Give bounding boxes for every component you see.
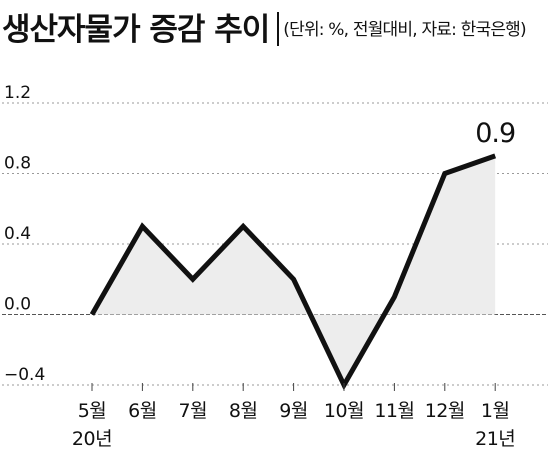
series-line-layer xyxy=(89,153,497,391)
x-tick-label: 1월 xyxy=(481,400,510,422)
x-tick-label: 10월 xyxy=(324,400,364,422)
y-tick-label: 0.8 xyxy=(4,154,31,174)
chart-title: 생산자물가 증감 추이 xyxy=(2,12,270,48)
y-tick-label: −0.4 xyxy=(4,365,45,385)
x-tick-label: 6월 xyxy=(128,400,157,422)
title-divider xyxy=(277,12,280,46)
x-tick-label: 8월 xyxy=(229,400,258,422)
data-labels: 0.9 xyxy=(475,118,516,149)
x-tick-label: 7월 xyxy=(179,400,208,422)
series-line xyxy=(89,153,497,391)
x-tick-label: 11월 xyxy=(374,400,414,422)
unit-source-note: (단위: %, 전월대비, 자료: 한국은행) xyxy=(283,20,526,40)
chart-header: 생산자물가 증감 추이 (단위: %, 전월대비, 자료: 한국은행) xyxy=(0,2,550,52)
y-tick-label: 1.2 xyxy=(4,83,31,103)
y-tick-label: 0.0 xyxy=(4,295,31,315)
y-axis-ticks: 1.2 0.8 0.4 0.0 −0.4 xyxy=(4,83,45,385)
area-fill xyxy=(92,155,496,385)
area-fill-layer xyxy=(92,155,496,385)
data-label-last: 0.9 xyxy=(475,118,515,149)
x-tick-label: 12월 xyxy=(425,400,465,422)
x-year-label: 21년 xyxy=(475,428,515,450)
y-tick-label: 0.4 xyxy=(4,224,31,244)
x-year-label: 20년 xyxy=(72,428,112,450)
x-tick-label: 9월 xyxy=(279,400,308,422)
x-tick-label: 5월 xyxy=(78,400,107,422)
x-axis-ticks: 5월 6월 7월 8월 9월 10월 11월 12월 1월 20년 21년 xyxy=(72,383,516,450)
